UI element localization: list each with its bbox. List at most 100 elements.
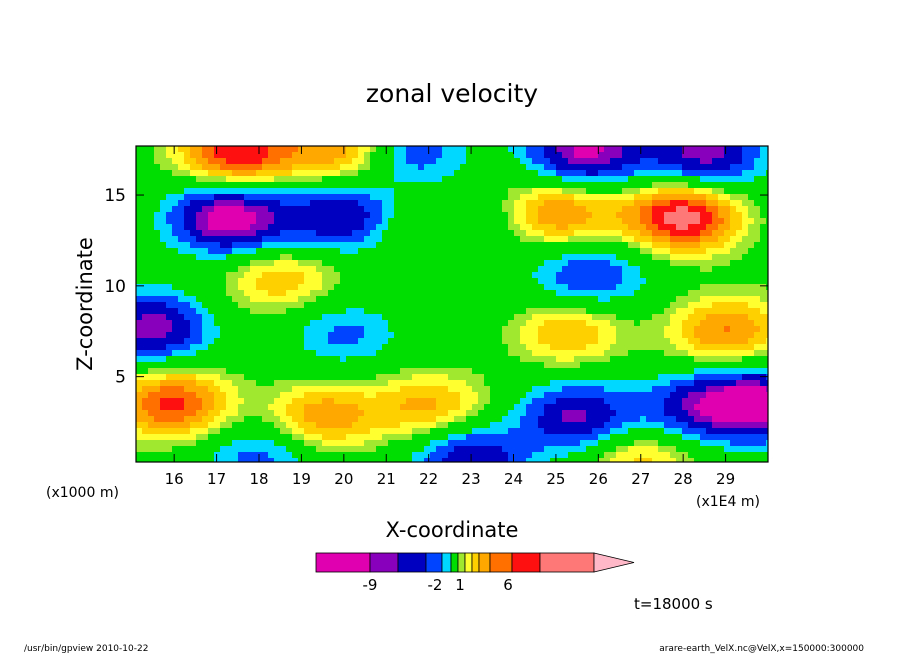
heatmap-cell xyxy=(358,200,365,207)
heatmap-cell xyxy=(664,248,671,255)
heatmap-cell xyxy=(136,308,143,315)
heatmap-cell xyxy=(310,176,317,183)
heatmap-cell xyxy=(544,284,551,291)
heatmap-cell xyxy=(502,164,509,171)
heatmap-cell xyxy=(412,392,419,399)
heatmap-cell xyxy=(292,242,299,249)
heatmap-cell xyxy=(724,218,731,225)
heatmap-cell xyxy=(736,200,743,207)
heatmap-cell xyxy=(334,218,341,225)
heatmap-cell xyxy=(658,152,665,159)
heatmap-cell xyxy=(328,314,335,321)
heatmap-cell xyxy=(658,398,665,405)
heatmap-cell xyxy=(544,266,551,273)
heatmap-cell xyxy=(256,284,263,291)
heatmap-cell xyxy=(586,326,593,333)
heatmap-cell xyxy=(352,416,359,423)
heatmap-cell xyxy=(250,278,257,285)
heatmap-cell xyxy=(328,230,335,237)
heatmap-cell xyxy=(298,308,305,315)
heatmap-cell xyxy=(622,212,629,219)
heatmap-cell xyxy=(766,314,768,321)
heatmap-cell xyxy=(400,188,407,195)
heatmap-cell xyxy=(604,194,611,201)
heatmap-cell xyxy=(730,308,737,315)
heatmap-cell xyxy=(340,152,347,159)
heatmap-cell xyxy=(370,272,377,279)
heatmap-cell xyxy=(160,308,167,315)
heatmap-cell xyxy=(526,194,533,201)
heatmap-cell xyxy=(172,170,179,177)
heatmap-cell xyxy=(562,296,569,303)
heatmap-cell xyxy=(310,266,317,273)
heatmap-cell xyxy=(700,386,707,393)
heatmap-cell xyxy=(208,200,215,207)
heatmap-cell xyxy=(232,332,239,339)
heatmap-cell xyxy=(466,350,473,357)
heatmap-cell xyxy=(580,398,587,405)
heatmap-cell xyxy=(190,260,197,267)
heatmap-cell xyxy=(226,218,233,225)
heatmap-cell xyxy=(196,200,203,207)
heatmap-cell xyxy=(610,290,617,297)
heatmap-cell xyxy=(454,212,461,219)
heatmap-cell xyxy=(460,410,467,417)
heatmap-cell xyxy=(568,392,575,399)
heatmap-cell xyxy=(556,206,563,213)
heatmap-cell xyxy=(148,188,155,195)
heatmap-cell xyxy=(490,218,497,225)
heatmap-cell xyxy=(682,422,689,429)
heatmap-cell xyxy=(250,356,257,363)
heatmap-cell xyxy=(340,290,347,297)
heatmap-cell xyxy=(178,164,185,171)
heatmap-cell xyxy=(616,338,623,345)
heatmap-cell xyxy=(238,404,245,411)
heatmap-cell xyxy=(172,368,179,375)
heatmap-cell xyxy=(238,170,245,177)
heatmap-cell xyxy=(670,236,677,243)
heatmap-cell xyxy=(310,254,317,261)
heatmap-cell xyxy=(670,410,677,417)
heatmap-cell xyxy=(748,416,755,423)
heatmap-cell xyxy=(652,218,659,225)
heatmap-cell xyxy=(526,332,533,339)
heatmap-cell xyxy=(754,260,761,267)
heatmap-cell xyxy=(358,218,365,225)
heatmap-cell xyxy=(502,290,509,297)
heatmap-cell xyxy=(454,248,461,255)
heatmap-cell xyxy=(262,266,269,273)
heatmap-cell xyxy=(718,398,725,405)
heatmap-cell xyxy=(664,392,671,399)
heatmap-cell xyxy=(370,416,377,423)
heatmap-cell xyxy=(580,230,587,237)
heatmap-cell xyxy=(616,374,623,381)
heatmap-cell xyxy=(622,344,629,351)
heatmap-cell xyxy=(706,296,713,303)
heatmap-cell xyxy=(166,170,173,177)
heatmap-cell xyxy=(520,302,527,309)
heatmap-cell xyxy=(346,326,353,333)
heatmap-cell xyxy=(646,392,653,399)
heatmap-cell xyxy=(634,416,641,423)
heatmap-cell xyxy=(682,242,689,249)
heatmap-cell xyxy=(556,404,563,411)
heatmap-cell xyxy=(352,368,359,375)
heatmap-cell xyxy=(532,326,539,333)
heatmap-cell xyxy=(376,158,383,165)
heatmap-cell xyxy=(430,254,437,261)
heatmap-cell xyxy=(664,146,671,153)
heatmap-cell xyxy=(340,362,347,369)
heatmap-cell xyxy=(352,170,359,177)
heatmap-cell xyxy=(544,248,551,255)
heatmap-cell xyxy=(466,224,473,231)
heatmap-cell xyxy=(310,302,317,309)
heatmap-cell xyxy=(580,386,587,393)
heatmap-cell xyxy=(286,260,293,267)
heatmap-cell xyxy=(706,158,713,165)
heatmap-cell xyxy=(502,224,509,231)
heatmap-cell xyxy=(202,368,209,375)
heatmap-cell xyxy=(394,344,401,351)
heatmap-cell xyxy=(634,236,641,243)
heatmap-cell xyxy=(166,278,173,285)
heatmap-cell xyxy=(286,332,293,339)
